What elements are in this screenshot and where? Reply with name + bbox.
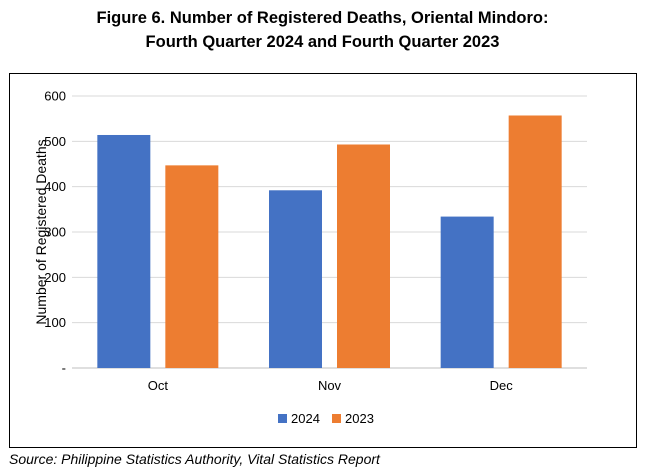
x-tick-label: Oct [148,378,169,393]
bar-2024-dec [440,216,494,368]
legend-swatch-2024 [278,414,287,423]
bar-2024-oct [97,134,151,368]
y-tick-label: - [62,361,66,376]
chart-title-line2: Fourth Quarter 2024 and Fourth Quarter 2… [145,33,500,51]
source-note: Source: Philippine Statistics Authority,… [9,451,380,467]
y-tick-label: 200 [44,270,66,285]
x-tick-label: Dec [490,378,514,393]
x-tick-label: Nov [318,378,342,393]
y-tick-label: 400 [44,179,66,194]
bar-2024-nov [269,190,322,368]
legend-label-2023: 2023 [345,411,374,426]
y-axis-label: Number of Registered Deaths [33,139,49,324]
bar-2023-dec [508,115,562,368]
y-tick-label: 100 [44,315,66,330]
bar-2023-oct [165,165,219,368]
bar-2023-nov [337,144,390,368]
y-tick-label: 600 [44,89,66,104]
y-tick-label: 500 [44,134,66,149]
y-tick-label: 300 [44,225,66,240]
chart-title: Figure 6. Number of Registered Deaths, O… [0,6,645,54]
legend-swatch-2023 [332,414,341,423]
chart-title-line1: Figure 6. Number of Registered Deaths, O… [96,9,549,27]
legend-label-2024: 2024 [291,411,320,426]
